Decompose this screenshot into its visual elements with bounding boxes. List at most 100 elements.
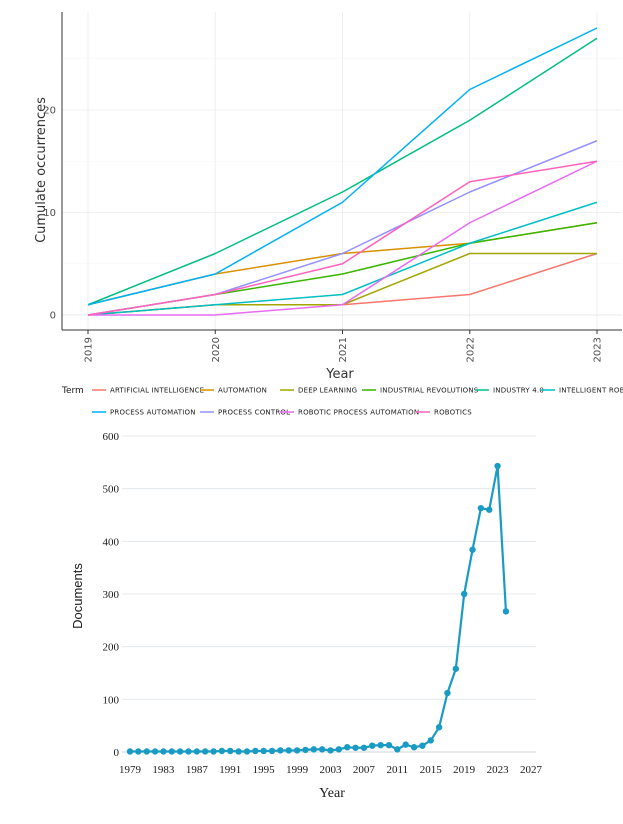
series-line-process-automation [87, 27, 598, 306]
chart2-x-axis-title: Year [319, 786, 345, 801]
data-point [268, 747, 276, 755]
data-point [218, 747, 226, 755]
data-point [419, 742, 426, 749]
y-tick-label: 600 [103, 431, 120, 443]
y-tick-label: 100 [103, 694, 120, 706]
data-point [469, 546, 476, 553]
x-tick-label: 1991 [219, 764, 241, 776]
data-point [327, 747, 334, 754]
data-point [143, 748, 150, 755]
data-point [201, 748, 209, 755]
legend-label: ROBOTICS [434, 409, 472, 417]
documents-series-line [130, 464, 508, 753]
chart2-y-axis-title: Documents [70, 563, 85, 629]
data-point [352, 744, 359, 751]
legend-label: ARTIFICIAL INTELLIGENCE [110, 387, 204, 395]
data-point [252, 747, 259, 755]
x-tick-label: 1983 [152, 764, 175, 776]
legend-item-automation: AUTOMATION [200, 387, 267, 395]
data-point [293, 747, 301, 754]
data-point [502, 608, 510, 615]
series-line-industry-4-0 [87, 37, 598, 306]
legend-label: DEEP LEARNING [298, 387, 357, 395]
legend-item-process-automation: PROCESS AUTOMATION [92, 409, 196, 417]
data-point [310, 746, 317, 753]
y-tick-label: 500 [103, 484, 120, 496]
x-tick-label: 1995 [253, 764, 276, 776]
chart1-tick-labels: 0 10 20 2019 2020 2021 2022 2023 [43, 106, 603, 363]
x-tick-label: 2020 [211, 337, 222, 362]
data-point [410, 744, 418, 751]
data-point [168, 748, 175, 755]
data-point [452, 665, 460, 672]
y-tick-label: 0 [114, 747, 120, 759]
legend-label: PROCESS AUTOMATION [110, 409, 196, 417]
series-line-intelligent-robots [87, 201, 598, 316]
legend-item-industry-4-0: INDUSTRY 4.0 [475, 387, 544, 395]
x-tick-label: 2015 [420, 764, 443, 776]
legend-item-process-control: PROCESS CONTROL [200, 409, 290, 417]
data-point [377, 741, 384, 749]
y-tick-label: 300 [103, 589, 120, 601]
legend-label: AUTOMATION [218, 387, 267, 395]
x-tick-label: 2027 [520, 764, 543, 776]
data-point [126, 748, 134, 755]
legend-label: ROBOTIC PROCESS AUTOMATION [298, 409, 419, 417]
data-point [135, 748, 142, 755]
data-point [285, 747, 292, 754]
legend-item-artificial-intelligence: ARTIFICIAL INTELLIGENCE [92, 387, 204, 395]
data-point [486, 506, 493, 513]
chart1-axes [61, 12, 622, 334]
data-point [360, 744, 368, 751]
data-point [435, 724, 443, 731]
chart1-y-axis-title: Cumulate occurrences [34, 97, 49, 243]
y-tick-label: 0 [50, 311, 56, 322]
data-point [369, 742, 376, 749]
x-tick-label: 2007 [353, 764, 376, 776]
cumulative-occurrences-chart: 0 10 20 2019 2020 2021 2022 2023 Cumulate occur… [34, 12, 623, 417]
chart2-tick-labels: 0 100 200 300 400 500 600 1979 1983 1987 1991 1995 1… [103, 431, 543, 776]
data-point [235, 748, 242, 755]
data-point [277, 747, 284, 754]
data-point [444, 689, 451, 697]
chart1-series [87, 27, 598, 316]
legend-item-deep-learning: DEEP LEARNING [280, 387, 357, 395]
data-point [344, 744, 351, 751]
legend-label: INTELLIGENT ROBOTS [559, 387, 623, 395]
y-tick-label: 10 [43, 208, 56, 219]
y-tick-label: 200 [103, 642, 120, 654]
legend-item-robotic-process-automation: ROBOTIC PROCESS AUTOMATION [280, 409, 419, 417]
legend-item-intelligent-robots: INTELLIGENT ROBOTS [541, 387, 623, 395]
data-point [427, 737, 434, 744]
legend-title: Term [61, 386, 84, 396]
x-tick-label: 2022 [465, 337, 476, 362]
legend-label: INDUSTRY 4.0 [493, 387, 544, 395]
data-point [385, 741, 393, 749]
data-point [402, 741, 409, 748]
x-tick-label: 1999 [286, 764, 309, 776]
legend-item-industrial-revolutions: INDUSTRIAL REVOLUTIONS [362, 387, 479, 395]
x-tick-label: 1979 [119, 764, 142, 776]
x-tick-label: 1987 [186, 764, 209, 776]
x-tick-label: 2023 [593, 337, 604, 362]
y-tick-label: 20 [43, 106, 56, 117]
data-point [243, 748, 251, 755]
series-line-robotic-process-automation [88, 160, 598, 316]
data-point [210, 748, 217, 755]
data-point [302, 746, 309, 754]
legend-label: PROCESS CONTROL [218, 409, 290, 417]
chart1-legend: ARTIFICIAL INTELLIGENCE AUTOMATION DEEP LE… [92, 387, 623, 417]
x-tick-label: 2019 [84, 337, 95, 362]
data-point [460, 590, 468, 598]
x-tick-label: 2023 [487, 764, 510, 776]
data-point [176, 748, 184, 755]
legend-item-robotics: ROBOTICS [416, 409, 472, 417]
x-tick-label: 2011 [387, 764, 409, 776]
data-point [227, 747, 234, 755]
x-tick-label: 2003 [320, 764, 343, 776]
data-point [494, 462, 501, 470]
data-point [151, 748, 159, 755]
data-point [394, 746, 401, 753]
chart2-series [126, 462, 510, 755]
chart2-gridlines [122, 435, 536, 753]
